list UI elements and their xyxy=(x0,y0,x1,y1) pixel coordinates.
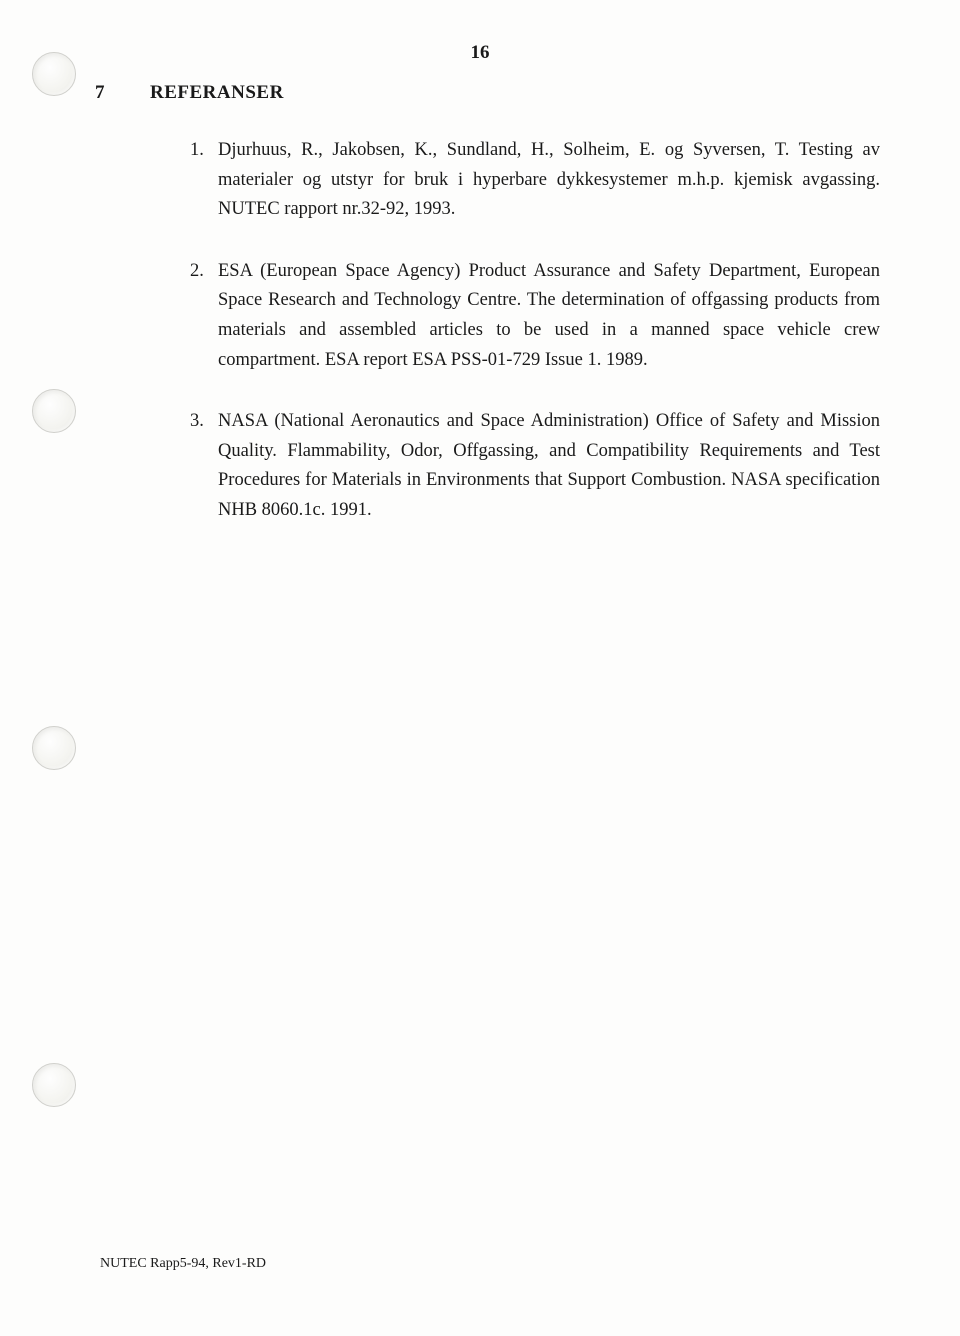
punch-hole xyxy=(32,726,76,770)
reference-text: ESA (European Space Agency) Product Assu… xyxy=(218,261,880,370)
reference-item: 2. ESA (European Space Agency) Product A… xyxy=(190,257,880,375)
references-list: 1. Djurhuus, R., Jakobsen, K., Sundland,… xyxy=(190,136,880,558)
footer-text: NUTEC Rapp5-94, Rev1-RD xyxy=(100,1256,266,1272)
page-number: 16 xyxy=(0,42,960,64)
reference-number: 2. xyxy=(190,257,204,287)
punch-hole xyxy=(32,1063,76,1107)
reference-text: Djurhuus, R., Jakobsen, K., Sundland, H.… xyxy=(218,140,880,219)
section-heading: REFERANSER xyxy=(150,82,284,104)
reference-text: NASA (National Aeronautics and Space Adm… xyxy=(218,411,880,520)
reference-number: 1. xyxy=(190,136,204,166)
reference-number: 3. xyxy=(190,407,204,437)
section-number: 7 xyxy=(95,82,105,104)
reference-item: 1. Djurhuus, R., Jakobsen, K., Sundland,… xyxy=(190,136,880,225)
reference-item: 3. NASA (National Aeronautics and Space … xyxy=(190,407,880,525)
punch-hole xyxy=(32,389,76,433)
